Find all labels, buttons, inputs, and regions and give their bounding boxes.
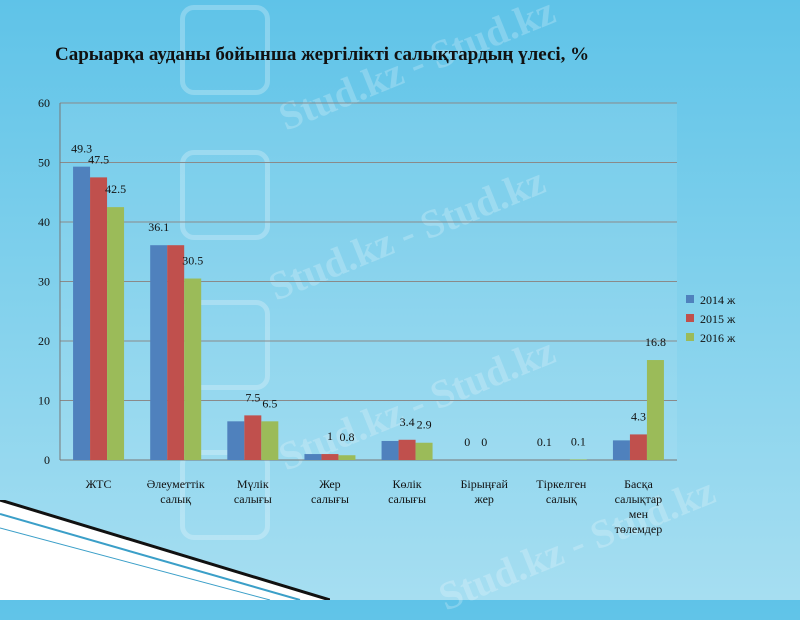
watermark-logo-icon [180,450,270,540]
x-tick-label: Басқа [624,477,653,491]
data-label: 3.4 [400,415,415,429]
bar [646,360,664,460]
x-tick-label: Көлік [392,477,421,491]
data-label: 0 [481,435,487,449]
data-label: 0 [464,435,470,449]
x-tick-label: ЖТС [86,477,112,491]
bar [150,245,168,460]
x-tick-label: Әлеуметтік [147,477,205,491]
watermark-logo-icon [180,5,270,95]
x-tick-label: жер [473,492,493,506]
bar [569,459,587,460]
data-label: 4.3 [631,409,646,423]
legend-entry: 2014 ж [700,293,736,307]
x-tick-label: Жер [319,477,340,491]
bar [398,439,416,460]
data-label: 0.1 [537,435,552,449]
legend-swatch [686,295,694,303]
bar [381,440,399,460]
data-label: 49.3 [71,142,92,156]
slide-background: Stud.kz - Stud.kz Stud.kz - Stud.kz Stud… [0,5,330,600]
bar [321,454,339,460]
bar [415,442,433,460]
bar [304,454,322,460]
x-tick-label: Бірыңғай [460,477,508,491]
data-label: 42.5 [105,182,126,196]
watermark-logo-icon [180,150,270,240]
bar [612,440,630,460]
y-tick-label: 50 [38,156,50,170]
bar [338,455,356,460]
bar [73,166,91,461]
legend-swatch [686,314,694,322]
data-label: 47.5 [88,152,109,166]
y-tick-label: 40 [38,215,50,229]
x-tick-label: төлемдер [615,522,663,536]
data-label: 16.8 [645,335,666,349]
y-tick-label: 60 [38,96,50,110]
bar [90,177,108,460]
bar [167,245,185,460]
data-label: 7.5 [245,390,260,404]
bar [244,415,262,460]
data-label: 36.1 [148,220,169,234]
data-label: 0.1 [571,434,586,448]
bar [227,421,245,460]
x-tick-label: салық [546,492,577,506]
bar [629,434,647,460]
legend-swatch [686,333,694,341]
x-tick-label: салық [160,492,191,506]
data-label: 6.5 [262,396,277,410]
data-label: 30.5 [182,254,203,268]
y-tick-label: 30 [38,275,50,289]
corner-decoration [0,500,330,600]
bar [184,278,202,460]
bar [261,421,279,460]
bar [107,207,125,460]
chart-title: Сарыарқа ауданы бойынша жергілікті салық… [55,44,590,65]
x-tick-label: Тіркелген [536,477,587,491]
x-tick-label: салығы [311,492,349,506]
legend-entry: 2016 ж [700,331,736,345]
x-tick-label: мен [629,507,649,521]
x-tick-label: салығы [234,492,272,506]
y-tick-label: 0 [44,453,50,467]
x-tick-label: салығы [388,492,426,506]
data-label: 0.8 [339,430,354,444]
x-tick-label: салықтар [615,492,663,506]
data-label: 1 [327,429,333,443]
y-tick-label: 20 [38,334,50,348]
bar-chart: 0 10 20 30 40 50 60 49.3 36.1 0 0.1 47.5 7.5 1 3.4 0 4.3… [38,96,736,536]
data-label: 2.9 [417,418,432,432]
x-tick-label: Мүлік [237,477,269,491]
legend-entry: 2015 ж [700,312,736,326]
y-tick-label: 10 [38,394,50,408]
